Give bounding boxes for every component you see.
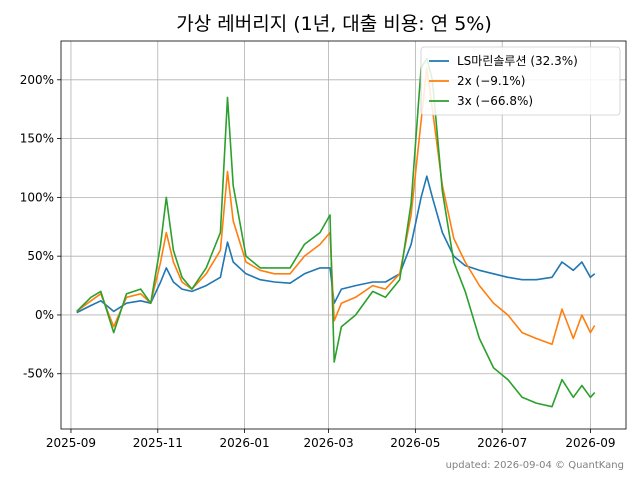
legend-label-2: 2x (−9.1%) bbox=[457, 74, 525, 88]
x-tick-label: 2026-03 bbox=[303, 436, 353, 450]
y-tick-label: 100% bbox=[20, 190, 54, 204]
chart-title: 가상 레버리지 (1년, 대출 비용: 연 5%) bbox=[176, 13, 492, 35]
y-tick-label: 50% bbox=[27, 249, 54, 263]
footer-note: updated: 2026-09-04 © QuantKang bbox=[446, 460, 624, 471]
x-tick-label: 2026-05 bbox=[390, 436, 440, 450]
y-tick-label: 150% bbox=[20, 132, 54, 146]
series-line-2 bbox=[76, 67, 596, 346]
x-tick-label: 2026-01 bbox=[220, 436, 270, 450]
legend-box bbox=[420, 46, 621, 116]
plot-frame bbox=[60, 40, 627, 430]
x-tick-label: 2025-11 bbox=[133, 436, 183, 450]
legend: LS마린솔루션 (32.3%) 2x (−9.1%) 3x (−66.8%) bbox=[420, 46, 621, 116]
y-tick-label: -50% bbox=[23, 367, 54, 381]
legend-label-1: LS마린솔루션 (32.3%) bbox=[457, 54, 578, 68]
series-line-1 bbox=[76, 175, 596, 314]
x-tick-label: 2026-07 bbox=[477, 436, 527, 450]
series-line-3 bbox=[76, 57, 596, 408]
x-tick-label: 2026-09 bbox=[565, 436, 615, 450]
legend-label-3: 3x (−66.8%) bbox=[457, 94, 533, 108]
y-tick-label: 0% bbox=[35, 308, 54, 322]
x-tick-label: 2025-09 bbox=[46, 436, 96, 450]
y-tick-label: 200% bbox=[20, 73, 54, 87]
